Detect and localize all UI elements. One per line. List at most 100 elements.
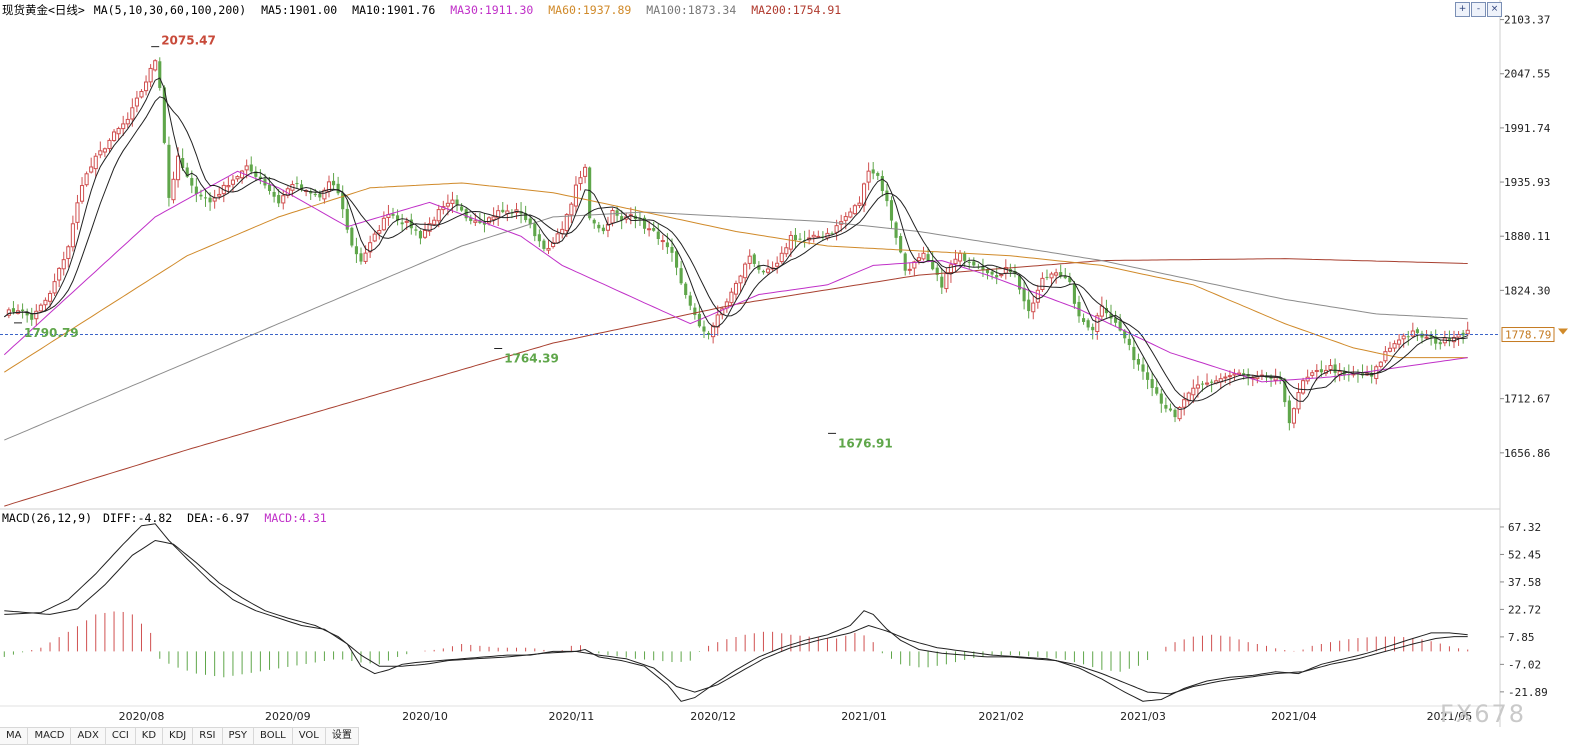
candle-body	[332, 180, 336, 186]
tab-kdj[interactable]: KDJ	[163, 728, 194, 745]
candle-body	[958, 252, 963, 262]
candle-body	[578, 177, 583, 185]
candle-body	[848, 211, 853, 218]
candle-body	[752, 254, 756, 264]
candle-body	[573, 184, 578, 207]
candle-body	[341, 192, 345, 210]
candle-body	[688, 295, 692, 306]
candle-body	[926, 254, 930, 261]
candle-body	[972, 261, 976, 266]
tab-kd[interactable]: KD	[135, 728, 164, 745]
watermark: FX678	[1440, 700, 1527, 728]
candle-body	[880, 176, 884, 191]
macd-y-tick-label: 52.45	[1508, 548, 1541, 561]
candle-body	[1242, 373, 1246, 376]
candle-body	[1141, 364, 1145, 372]
close-icon[interactable]: ×	[1487, 2, 1502, 17]
candle-body	[821, 236, 825, 238]
ma100-value: MA100:1873.34	[646, 3, 737, 17]
tab-macd[interactable]: MACD	[28, 728, 72, 745]
candle-body	[1465, 329, 1470, 335]
y-tick-label: 1991.74	[1504, 122, 1551, 135]
candle-body	[52, 281, 57, 294]
tab-cci[interactable]: CCI	[105, 728, 136, 745]
candle-body	[6, 309, 11, 316]
candle-body	[226, 185, 231, 188]
candle-body	[84, 173, 89, 186]
candle-body	[779, 252, 784, 263]
candle-body	[1155, 387, 1159, 394]
candle-body	[281, 195, 286, 204]
candle-body	[724, 301, 729, 309]
candle-body	[70, 223, 75, 248]
candle-body	[267, 184, 272, 192]
candle-body	[1378, 361, 1383, 367]
candle-body	[217, 193, 222, 197]
candle-body	[313, 193, 317, 196]
candle-body	[1429, 335, 1433, 338]
zoom-out-icon[interactable]: -	[1471, 2, 1486, 17]
macd-hist-value: MACD:4.31	[264, 511, 327, 525]
candle-body	[377, 229, 382, 234]
tab-psy[interactable]: PSY	[222, 728, 255, 745]
candle-body	[1086, 320, 1090, 328]
candle-body	[1456, 334, 1461, 338]
x-tick-label: 2020/10	[402, 710, 448, 723]
candle-body	[11, 308, 15, 312]
candle-body	[148, 67, 153, 83]
zoom-in-icon[interactable]: +	[1455, 2, 1470, 17]
macd-legend: MACD(26,12,9) DIFF:-4.82 DEA:-6.97 MACD:…	[2, 511, 335, 525]
candle-body	[244, 165, 249, 171]
candle-body	[125, 118, 130, 125]
candle-body	[496, 210, 501, 219]
candle-body	[171, 178, 176, 201]
candle-body	[1420, 333, 1424, 338]
candle-body	[784, 247, 789, 255]
candle-body	[1223, 376, 1228, 379]
tab-rsi[interactable]: RSI	[193, 728, 223, 745]
x-tick-label: 2020/11	[549, 710, 595, 723]
candle-body	[684, 283, 688, 296]
candle-body	[967, 261, 971, 263]
candle-body	[620, 216, 624, 221]
candle-body	[1104, 307, 1108, 314]
candle-body	[852, 205, 857, 215]
candle-body	[1401, 335, 1406, 340]
candle-body	[203, 197, 208, 199]
candle-body	[592, 219, 596, 224]
macd-params: MACD(26,12,9)	[2, 511, 93, 525]
candle-body	[583, 166, 588, 177]
candle-body	[1283, 378, 1287, 403]
ma60-line	[4, 182, 1468, 373]
candle-body	[733, 282, 739, 295]
candle-body	[43, 299, 48, 306]
candle-body	[139, 91, 144, 98]
candle-body	[473, 220, 478, 223]
candle-body	[1415, 329, 1419, 334]
x-tick-label: 2021/05	[1427, 710, 1473, 723]
candle-body	[414, 229, 418, 231]
tab-adx[interactable]: ADX	[71, 728, 106, 745]
tab-ma[interactable]: MA	[0, 728, 29, 745]
candle-body	[1068, 277, 1072, 283]
candle-body	[1424, 336, 1429, 339]
candle-body	[1186, 392, 1191, 402]
annotation-label: 1676.91	[838, 436, 893, 450]
tab-boll[interactable]: BOLL	[254, 728, 293, 745]
tab-vol[interactable]: VOL	[292, 728, 326, 745]
candle-body	[1146, 372, 1150, 380]
candle-body	[107, 139, 112, 150]
candle-body	[75, 202, 80, 223]
candle-body	[931, 260, 935, 270]
candle-body	[907, 268, 912, 271]
macd-histogram	[3, 611, 1469, 678]
candle-body	[460, 206, 464, 211]
candle-body	[953, 258, 958, 265]
ma200-value: MA200:1754.91	[751, 3, 842, 17]
candle-body	[396, 215, 400, 221]
candlesticks	[6, 57, 1470, 431]
tab-settings[interactable]: 设置	[325, 728, 359, 745]
candle-body	[1287, 400, 1291, 424]
candle-body	[153, 60, 158, 71]
